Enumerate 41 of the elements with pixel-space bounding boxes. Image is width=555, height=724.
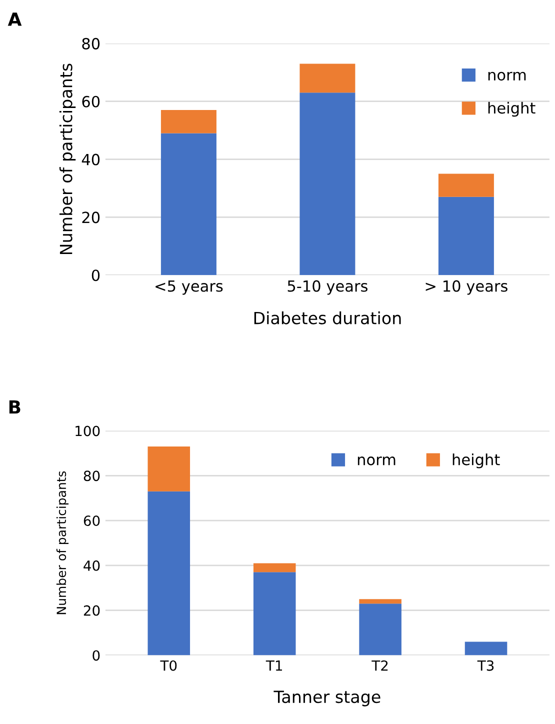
bar	[359, 604, 402, 656]
text: B	[9, 400, 20, 414]
bar	[300, 92, 356, 276]
y-tick-label: 60	[84, 516, 100, 526]
legend-label: height	[488, 102, 536, 117]
y-tick-label: 40	[82, 154, 100, 166]
y-axis-title: Number of participants	[59, 64, 76, 254]
y-tick-label: 0	[92, 650, 100, 661]
legend-label: norm	[358, 456, 396, 466]
x-axis-title: Tanner stage	[274, 690, 380, 706]
bar	[160, 110, 216, 134]
x-tick-label: <5 years	[156, 280, 223, 295]
legend-label: height	[452, 454, 500, 468]
x-tick-label: T2	[372, 660, 388, 671]
x-tick-label: > 10 years	[426, 280, 508, 295]
bar	[438, 174, 494, 197]
y-tick-label: 0	[92, 270, 100, 282]
bar	[464, 642, 508, 656]
y-tick-label: 20	[84, 605, 100, 616]
y-tick-label: 100	[76, 426, 100, 436]
y-tick-label: 20	[82, 212, 100, 224]
y-tick-label: 80	[82, 38, 100, 50]
y-axis-title: Number of participants	[56, 471, 69, 614]
bar	[300, 64, 356, 93]
x-tick-label: T0	[160, 660, 177, 671]
x-tick-label: T3	[477, 660, 494, 671]
bar	[253, 572, 296, 656]
legend-label: norm	[488, 72, 526, 81]
text: A	[8, 12, 22, 26]
bar	[253, 563, 296, 572]
y-tick-label: 80	[84, 470, 100, 482]
y-tick-label: 60	[82, 96, 100, 108]
x-tick-label: T1	[266, 660, 282, 671]
bar	[148, 446, 190, 492]
bar	[148, 491, 190, 656]
x-axis-title: Diabetes duration	[254, 311, 401, 324]
x-tick-label: 5-10 years	[288, 280, 368, 295]
bar	[438, 196, 494, 276]
bar	[160, 133, 216, 276]
bar	[359, 599, 402, 604]
y-tick-label: 40	[84, 560, 100, 571]
